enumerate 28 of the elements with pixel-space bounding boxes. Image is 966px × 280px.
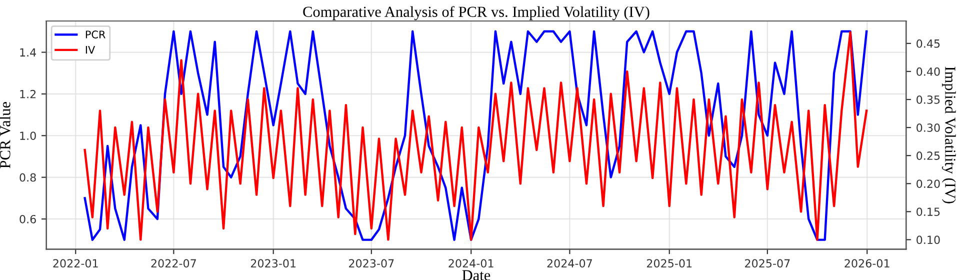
x-tick-label: 2024-01	[448, 259, 494, 268]
y-tick-label: 1.4	[20, 48, 36, 56]
y-tick-label: 1.2	[20, 90, 36, 98]
y-tick-label: 1.0	[20, 132, 36, 140]
y-tick-label: 0.6	[20, 214, 36, 224]
x-tick-label: 2025-07	[745, 259, 790, 268]
y2-tick-label: 0.25	[916, 152, 940, 160]
y2-tick-label: 0.30	[916, 124, 940, 132]
y2-tick-label: 0.15	[916, 208, 940, 216]
y2-tick-label: 0.35	[916, 95, 940, 104]
y2-axis-title: Implied Volatility (IV)	[942, 66, 956, 204]
y2-tick-label: 0.40	[916, 67, 940, 76]
y-tick-label: 0.8	[20, 173, 36, 182]
x-tick-label: 2023-07	[349, 259, 394, 268]
x-tick-label: 2026-01	[844, 259, 890, 268]
legend-label: PCR	[86, 30, 106, 38]
y2-tick-label: 0.45	[916, 39, 940, 48]
x-tick-label: 2022-01	[53, 259, 98, 268]
y2-tick-label: 0.10	[916, 236, 940, 244]
y-axis-title: PCR Value	[0, 102, 10, 168]
x-tick-label: 2024-07	[547, 259, 592, 268]
x-tick-label: 2023-01	[250, 259, 296, 268]
legend-label: IV	[86, 46, 96, 54]
x-axis-title: Date	[462, 270, 490, 280]
x-tick-label: 2022-07	[151, 259, 196, 268]
chart-title: Comparative Analysis of PCR vs. Implied Volatility (IV)	[303, 6, 650, 20]
y2-tick-label: 0.20	[916, 180, 940, 188]
x-tick-label: 2025-01	[646, 259, 692, 268]
